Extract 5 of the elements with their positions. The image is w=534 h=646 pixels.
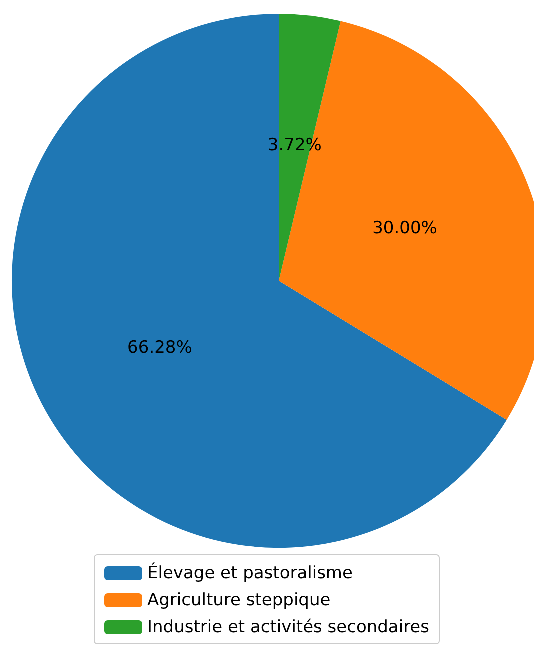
legend-label: Agriculture steppique [148, 590, 331, 610]
legend-label: Industrie et activités secondaires [148, 618, 430, 638]
data-label: 66.28% [128, 338, 192, 358]
legend-label: Élevage et pastoralisme [148, 562, 353, 584]
data-label: 30.00% [372, 218, 438, 239]
